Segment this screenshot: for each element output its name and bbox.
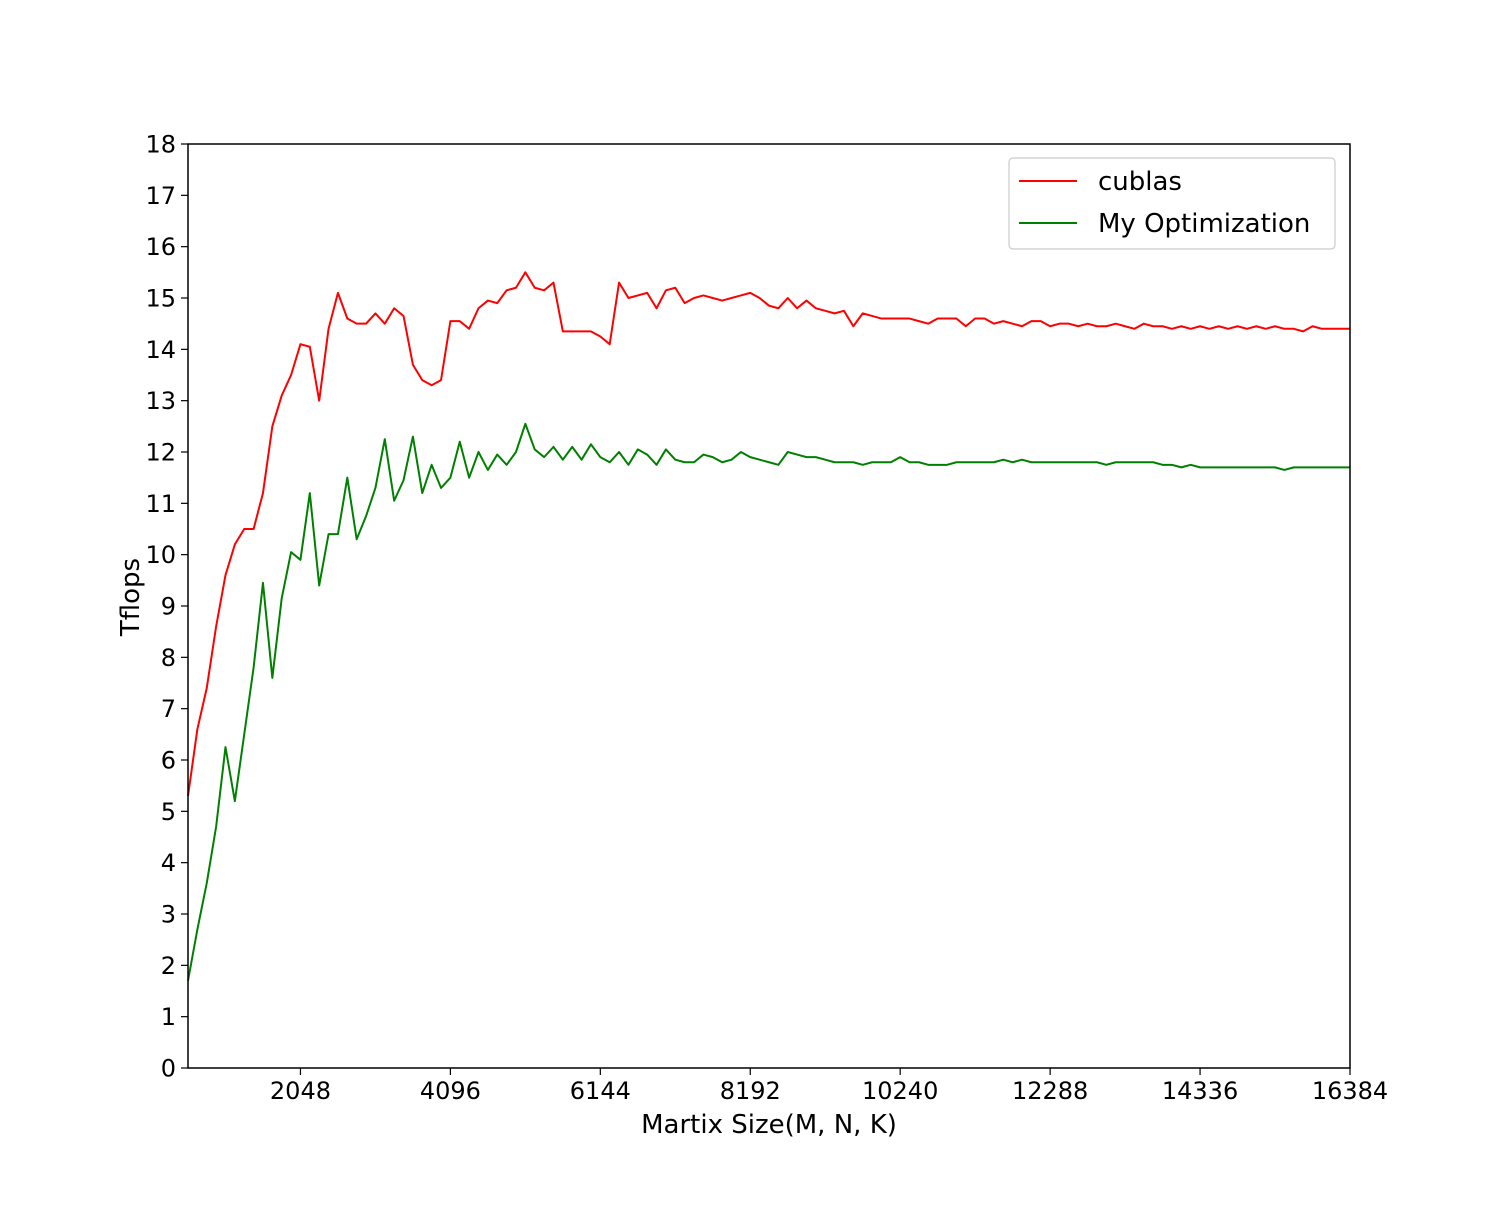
y-tick-label: 9 [161,593,176,621]
x-tick-label: 14336 [1162,1077,1238,1105]
y-tick-label: 6 [161,747,176,775]
y-tick-label: 0 [161,1055,176,1083]
x-tick-label: 16384 [1312,1077,1388,1105]
legend: cublas My Optimization [1008,157,1336,250]
legend-box [1008,157,1336,250]
y-tick-label: 1 [161,1003,176,1031]
x-tick-label: 10240 [862,1077,938,1105]
plot-frame [187,143,1351,1069]
y-tick-label: 14 [145,336,176,364]
y-tick-label: 16 [145,233,176,261]
y-tick-label: 5 [161,798,176,826]
y-tick-label: 13 [145,387,176,415]
y-tick-label: 18 [145,131,176,159]
x-tick-label: 6144 [570,1077,631,1105]
y-tick-label: 7 [161,695,176,723]
y-tick-label: 2 [161,952,176,980]
y-tick-label: 15 [145,285,176,313]
x-axis-ticks: 2048 4096 6144 8192 10240 12288 14336 16384 [270,1068,1388,1105]
series-line-1 [187,422,1350,981]
y-axis-label: Tflops [116,558,146,637]
series-lines [187,271,1350,981]
x-tick-label: 12288 [1012,1077,1088,1105]
y-tick-label: 10 [145,541,176,569]
x-tick-label: 8192 [720,1077,781,1105]
y-tick-label: 4 [161,849,176,877]
x-axis-label: Martix Size(M, N, K) [641,1110,897,1140]
x-tick-label: 4096 [420,1077,481,1105]
y-tick-label: 17 [145,182,176,210]
x-tick-label: 2048 [270,1077,331,1105]
legend-label: cublas [1098,167,1182,197]
y-tick-label: 12 [145,439,176,467]
y-tick-label: 11 [145,490,176,518]
y-tick-label: 8 [161,644,176,672]
y-tick-label: 3 [161,901,176,929]
legend-label: My Optimization [1098,209,1310,239]
series-line-0 [187,271,1350,797]
